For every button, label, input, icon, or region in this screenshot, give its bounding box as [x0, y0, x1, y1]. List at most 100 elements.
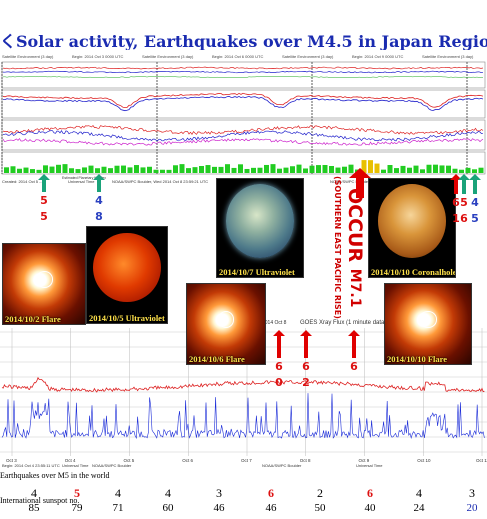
- kp-bar: [420, 169, 425, 173]
- kp-bar: [62, 164, 68, 173]
- series-line: [2, 130, 484, 142]
- kp-bar: [179, 164, 185, 173]
- top-footer: NOAA/SWPC Boulder, ...: [330, 179, 375, 184]
- sunspot-number: 71: [112, 502, 124, 514]
- top-header: Begin: 2014 Oct 6 0000 UTC: [212, 54, 263, 59]
- kp-bar: [127, 167, 133, 173]
- xray-footer: Begin: 2014 Oct 4 23:55:11 UTC: [2, 463, 60, 468]
- series-line: [2, 138, 484, 146]
- kp-bar: [205, 165, 211, 173]
- series-line: [2, 92, 484, 108]
- earthquake-count: 4: [165, 486, 171, 500]
- kp-bar: [472, 169, 477, 173]
- xray-short-series: [1, 393, 485, 440]
- kp-bar: [108, 168, 113, 173]
- kp-bar: [56, 164, 61, 173]
- kp-bar: [173, 165, 178, 173]
- magnitude-integer: 4: [471, 196, 479, 209]
- arrow-shape: [348, 330, 360, 358]
- kp-bar: [69, 168, 74, 173]
- earthquake-arrow: [458, 174, 470, 194]
- earthquake-count: 4: [416, 486, 422, 500]
- image-caption: 2014/10/10 Flare: [387, 354, 448, 364]
- sunspot-number: 46: [213, 502, 225, 514]
- kp-bar: [426, 164, 432, 173]
- kp-bar: [121, 165, 126, 173]
- xray-footer: Universal Time: [62, 463, 89, 468]
- magnitude-decimal: 8: [95, 210, 103, 223]
- top-header: Satellite Environment (3 day): [142, 54, 194, 59]
- kp-bar: [10, 166, 16, 173]
- solar-image: 2014/10/10 Coronalhole: [368, 178, 456, 278]
- sunspot-number: 20: [466, 502, 478, 514]
- magnitude-decimal: 2: [302, 376, 310, 389]
- kp-bar: [114, 165, 120, 173]
- kp-bar: [17, 168, 22, 173]
- kp-bar: [82, 167, 87, 173]
- magnitude-integer: 6: [350, 360, 358, 373]
- top-header: Satellite Environment (3 day): [422, 54, 474, 59]
- occur-region: (SOUTHERN EAST PACIFIC RISE): [333, 176, 342, 319]
- kp-bar: [101, 166, 107, 173]
- x-tick-label: Oct 10: [417, 458, 431, 463]
- earthquake-arrow: [348, 330, 360, 358]
- kp-bar: [4, 167, 9, 173]
- image-caption: 2014/10/7 Ultraviolet: [219, 267, 295, 277]
- sunspot-number: 79: [71, 502, 83, 514]
- kp-bar: [322, 164, 328, 173]
- kp-bar: [212, 166, 217, 173]
- satellite-environment-panel: Satellite Environment (3 day) Begin: 2014…: [0, 52, 487, 190]
- kp-bar: [413, 165, 419, 173]
- earthquakes-label: Earthquakes over M5 in the world: [0, 471, 110, 480]
- x-tick-label: Oct 3: [6, 458, 17, 463]
- xray-long-series: [1, 376, 485, 393]
- kp-bar: [446, 165, 451, 173]
- kp-bar: [283, 167, 289, 173]
- x-tick-label: Oct 5: [124, 458, 135, 463]
- arrow-shape: [93, 174, 105, 192]
- sunspot-number: 60: [162, 502, 174, 514]
- kp-bar: [30, 169, 35, 173]
- magnitude-decimal: 5: [40, 210, 48, 223]
- top-header: Satellite Environment (3 day): [282, 54, 334, 59]
- kp-bar: [160, 169, 165, 173]
- kp-bar: [140, 167, 146, 173]
- kp-bar: [95, 168, 100, 173]
- kp-bar: [238, 164, 243, 173]
- x-tick-label: Oct 4: [65, 458, 76, 463]
- arrow-shape: [458, 174, 470, 194]
- magnitude-decimal: 6: [460, 212, 468, 225]
- kp-bar: [439, 165, 445, 173]
- top-header: Begin: 2014 Oct 9 0000 UTC: [352, 54, 403, 59]
- panel-bg: [0, 52, 487, 190]
- magnitude-decimal: 0: [275, 376, 283, 389]
- kp-bar: [153, 169, 159, 173]
- top-footer: Created: 2014 Oct 5 ...: [2, 179, 42, 184]
- sunspot-number: 24: [413, 502, 425, 514]
- kp-bar: [296, 164, 302, 173]
- sunspot-number: 85: [28, 502, 40, 514]
- kp-bar: [329, 166, 334, 173]
- solar-image: 2014/10/5 Ultraviolet: [86, 226, 168, 324]
- sunspot-label: International sunspot no.: [0, 496, 80, 505]
- x-tick-label: Oct 8: [300, 458, 311, 463]
- satellite-environment-plot: Satellite Environment (3 day) Begin: 2014…: [0, 52, 487, 190]
- xray-footer: NOAA/SWPC Boulder: [92, 463, 132, 468]
- occulter-disk: [218, 311, 235, 328]
- kp-bar: [218, 166, 224, 173]
- kp-bar: [192, 167, 198, 173]
- kp-bar: [465, 167, 471, 173]
- earthquake-arrow: [273, 330, 285, 358]
- series-line: [2, 70, 484, 74]
- kp-bar: [361, 160, 367, 173]
- kp-bar: [394, 168, 399, 173]
- magnitude-integer: 4: [95, 194, 103, 207]
- kp-bar: [43, 165, 48, 173]
- series-line: [2, 124, 484, 135]
- xray-header: GOES Xray Flux (1 minute data): [300, 320, 386, 326]
- kp-bar: [309, 165, 315, 173]
- earthquake-count: 2: [317, 486, 323, 500]
- kp-bar: [75, 169, 81, 173]
- earthquake-count: 5: [74, 486, 80, 500]
- top-footer: Universal Time: [68, 179, 95, 184]
